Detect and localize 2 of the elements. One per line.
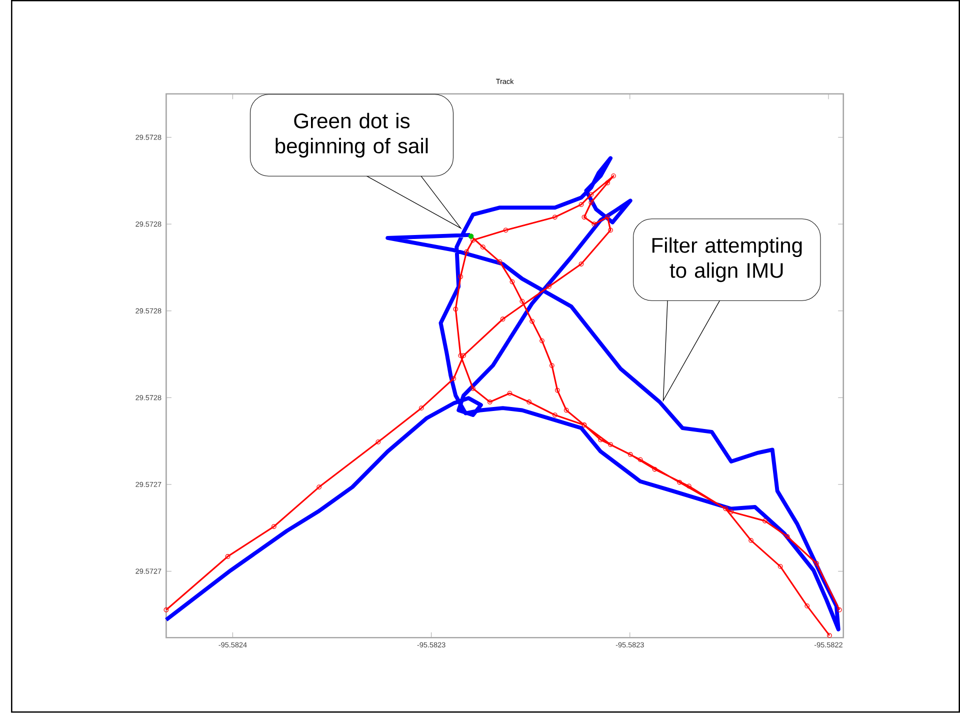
annotation: Filter attempting to align IMU (652, 238, 802, 282)
annotation: Green dot is beginning of sail (276, 113, 428, 158)
